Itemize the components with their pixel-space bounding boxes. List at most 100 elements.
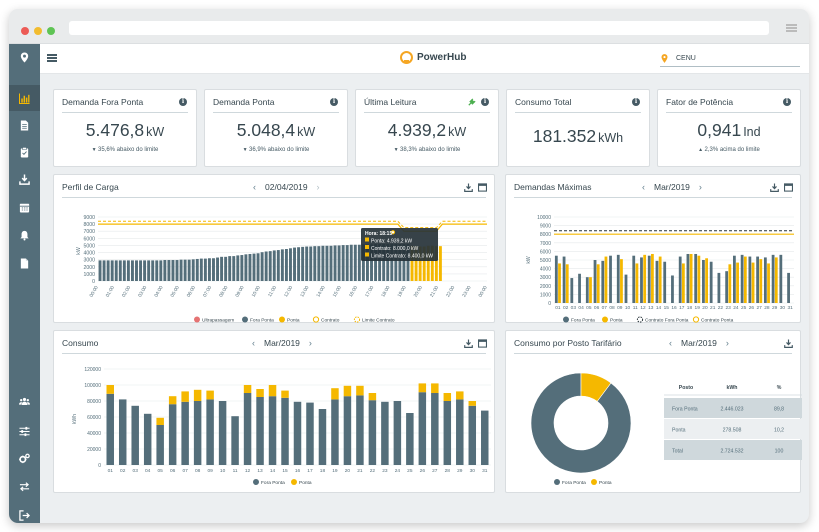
legend-label: Ponta: [599, 480, 612, 486]
download-icon[interactable]: [464, 339, 473, 348]
ponta-bar: [426, 245, 430, 281]
fora-ponta-bar: [318, 409, 327, 465]
sidebar-item-transfer[interactable]: [9, 473, 40, 499]
sidebar-item-dashboard[interactable]: [9, 85, 40, 111]
table-row: [664, 440, 802, 460]
fora-ponta-bar: [297, 247, 301, 281]
legend-label: Fora Ponta: [571, 318, 595, 324]
kpi-title: Fator de Potência: [666, 97, 734, 107]
info-icon[interactable]: i: [481, 98, 489, 106]
address-bar[interactable]: [69, 21, 769, 35]
fora-ponta-bar: [678, 256, 682, 303]
separator: [514, 197, 792, 198]
info-icon[interactable]: i: [330, 98, 338, 106]
fora-ponta-bar: [236, 255, 240, 281]
x-tick-label: 26: [420, 468, 426, 474]
fora-ponta-bar: [187, 259, 191, 281]
x-tick-label: 14: [270, 468, 276, 474]
sidebar-item-download[interactable]: [9, 166, 40, 192]
window-icon[interactable]: [784, 183, 793, 192]
browser-menu-icon[interactable]: [786, 24, 797, 32]
fora-ponta-bar: [406, 413, 414, 465]
ponta-bar: [751, 262, 755, 303]
fora-ponta-bar: [159, 260, 163, 281]
window-icon[interactable]: [478, 183, 487, 192]
prev-month-button[interactable]: ‹: [642, 182, 645, 192]
sidebar-item-configuration[interactable]: [9, 445, 40, 471]
x-tick-label: 03:00: [137, 285, 148, 299]
sidebar-item-reports[interactable]: [9, 139, 40, 165]
sidebar-item-alerts[interactable]: [9, 222, 40, 248]
kpi-subtext: ▼ 38,3% abaixo do limite: [356, 147, 498, 153]
app-logo[interactable]: PowerHub: [400, 51, 466, 64]
sidebar-item-logout[interactable]: [9, 502, 40, 523]
fora-ponta-bar: [224, 256, 228, 281]
ponta-bar: [643, 254, 647, 303]
prev-month-button[interactable]: ‹: [669, 338, 672, 348]
info-icon[interactable]: i: [783, 98, 791, 106]
sidebar-item-documents[interactable]: [9, 112, 40, 138]
legend-swatch: [194, 316, 200, 323]
fora-ponta-bar: [578, 273, 581, 303]
x-tick-label: 15: [664, 305, 670, 311]
ponta-bar: [256, 389, 264, 397]
x-tick-label: 07: [602, 305, 608, 311]
maximize-window-button[interactable]: [47, 27, 55, 35]
download-icon[interactable]: [464, 183, 473, 192]
location-selector[interactable]: CENU: [660, 53, 800, 67]
fora-ponta-bar: [167, 260, 171, 281]
ponta-bar: [681, 263, 685, 303]
window-icon[interactable]: [478, 339, 487, 348]
next-month-button[interactable]: ›: [308, 338, 312, 348]
sidebar-item-users[interactable]: [9, 388, 40, 414]
ponta-bar: [181, 391, 189, 402]
ponta-bar: [705, 258, 708, 303]
x-tick-label: 03: [571, 305, 577, 311]
sidebar-item-location[interactable]: [9, 44, 40, 70]
fora-ponta-bar: [386, 244, 390, 281]
separator: [62, 197, 486, 198]
fora-ponta-bar: [356, 395, 364, 465]
next-month-button[interactable]: ›: [725, 338, 729, 348]
fora-ponta-bar: [349, 244, 353, 281]
ponta-bar: [410, 245, 414, 281]
minimize-window-button[interactable]: [34, 27, 42, 35]
sidebar-item-settings[interactable]: [9, 418, 40, 444]
fora-ponta-bar: [345, 245, 349, 281]
download-icon[interactable]: [770, 183, 779, 192]
x-tick-label: 08: [195, 468, 201, 474]
download-icon[interactable]: [784, 339, 793, 348]
kpi-value: 5.476,8 kW: [54, 120, 196, 141]
fora-ponta-bar: [361, 244, 365, 281]
prev-month-button[interactable]: ‹: [252, 338, 255, 348]
next-month-button[interactable]: ›: [698, 182, 702, 192]
powerhub-logo-icon: [400, 51, 413, 64]
fora-ponta-bar: [748, 256, 752, 303]
fora-ponta-bar: [252, 253, 256, 281]
sidebar-item-files[interactable]: [9, 250, 40, 276]
sidebar-item-calendar[interactable]: [9, 194, 40, 220]
x-tick-label: 20: [345, 468, 351, 474]
fora-ponta-bar: [268, 396, 277, 465]
info-icon[interactable]: i: [179, 98, 187, 106]
x-tick-label: 20:00: [413, 285, 424, 299]
kpi-number: 5.048,4: [236, 120, 296, 140]
x-tick-label: 13: [257, 468, 263, 474]
y-axis-label: kW: [76, 247, 82, 255]
fora-ponta-bar: [609, 255, 612, 303]
ponta-bar: [728, 264, 732, 303]
menu-toggle-icon[interactable]: [47, 54, 57, 62]
trend-arrow-icon: ▼: [242, 147, 249, 153]
close-window-button[interactable]: [21, 27, 29, 35]
fora-ponta-bar: [143, 260, 147, 281]
posto-month-nav: ‹ Mar/2019 ›: [669, 338, 729, 348]
next-date-button[interactable]: ›: [316, 182, 320, 192]
fora-ponta-bar: [357, 244, 361, 281]
location-pin-icon: [661, 54, 668, 63]
info-icon[interactable]: i: [632, 98, 640, 106]
prev-date-button[interactable]: ‹: [253, 182, 256, 192]
tooltip-marker: [390, 230, 396, 235]
y-tick-label: 3000: [540, 275, 551, 281]
x-tick-label: 22: [718, 305, 724, 311]
fora-ponta-bar: [280, 249, 284, 281]
